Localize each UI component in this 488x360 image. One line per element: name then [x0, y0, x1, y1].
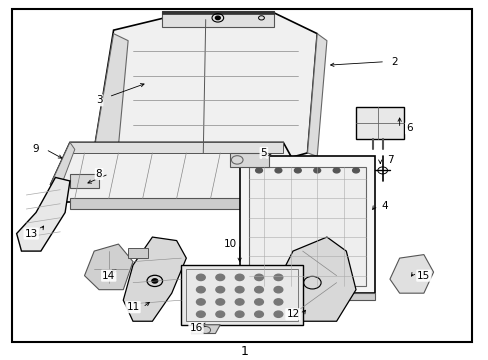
Polygon shape: [12, 9, 471, 342]
Polygon shape: [84, 244, 133, 290]
Circle shape: [235, 311, 244, 318]
Text: 7: 7: [386, 155, 392, 165]
Circle shape: [254, 287, 263, 293]
Circle shape: [196, 287, 205, 293]
Polygon shape: [128, 248, 147, 258]
Polygon shape: [94, 13, 317, 163]
Text: 9: 9: [33, 144, 39, 154]
Polygon shape: [307, 33, 326, 156]
Circle shape: [313, 168, 320, 173]
Polygon shape: [94, 33, 128, 149]
Circle shape: [254, 274, 263, 280]
Polygon shape: [162, 11, 273, 14]
Polygon shape: [50, 142, 292, 202]
Circle shape: [215, 16, 220, 19]
Text: 11: 11: [126, 302, 140, 312]
Circle shape: [235, 274, 244, 280]
Polygon shape: [249, 167, 365, 286]
Circle shape: [352, 168, 359, 173]
Text: 14: 14: [102, 271, 115, 281]
Text: 13: 13: [24, 229, 38, 239]
Polygon shape: [70, 142, 283, 153]
Circle shape: [254, 311, 263, 318]
Polygon shape: [273, 237, 355, 321]
Polygon shape: [191, 325, 220, 333]
Circle shape: [235, 299, 244, 305]
Circle shape: [274, 168, 281, 173]
Circle shape: [294, 168, 301, 173]
Text: 2: 2: [391, 57, 397, 67]
Polygon shape: [123, 237, 186, 321]
Polygon shape: [181, 265, 302, 325]
Polygon shape: [389, 255, 433, 293]
Text: 8: 8: [96, 169, 102, 179]
Polygon shape: [229, 153, 268, 167]
Circle shape: [273, 274, 282, 280]
Circle shape: [273, 311, 282, 318]
Circle shape: [273, 299, 282, 305]
Circle shape: [254, 299, 263, 305]
Polygon shape: [17, 177, 70, 251]
Circle shape: [196, 299, 205, 305]
Polygon shape: [239, 293, 375, 300]
Circle shape: [196, 274, 205, 280]
Circle shape: [216, 274, 224, 280]
Text: 12: 12: [286, 309, 299, 319]
Polygon shape: [355, 107, 404, 139]
Text: 16: 16: [189, 323, 202, 333]
Circle shape: [216, 287, 224, 293]
Circle shape: [216, 311, 224, 318]
Polygon shape: [239, 156, 375, 293]
Circle shape: [255, 168, 262, 173]
Circle shape: [216, 299, 224, 305]
Polygon shape: [70, 174, 99, 188]
Text: 4: 4: [381, 201, 387, 211]
Text: 5: 5: [260, 148, 266, 158]
Polygon shape: [162, 11, 273, 27]
Polygon shape: [70, 198, 283, 209]
Text: 10: 10: [223, 239, 236, 249]
Text: 6: 6: [405, 123, 412, 133]
Circle shape: [235, 287, 244, 293]
Circle shape: [196, 311, 205, 318]
Text: 15: 15: [416, 271, 429, 281]
Polygon shape: [50, 142, 75, 188]
Text: 3: 3: [96, 95, 102, 105]
Circle shape: [152, 279, 158, 283]
Circle shape: [332, 168, 339, 173]
Text: 1: 1: [240, 345, 248, 357]
Circle shape: [273, 287, 282, 293]
